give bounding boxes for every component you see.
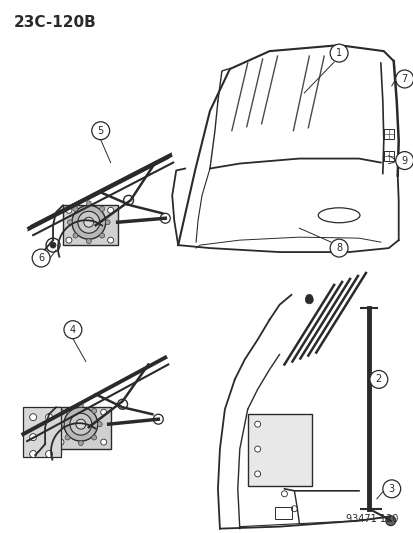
Circle shape bbox=[254, 446, 260, 452]
Circle shape bbox=[30, 434, 37, 441]
Text: 5: 5 bbox=[97, 126, 104, 136]
Circle shape bbox=[65, 435, 70, 440]
Circle shape bbox=[32, 249, 50, 267]
Circle shape bbox=[123, 196, 133, 205]
Circle shape bbox=[67, 220, 72, 225]
Bar bbox=[63, 205, 117, 245]
Circle shape bbox=[281, 491, 287, 497]
Circle shape bbox=[92, 122, 109, 140]
Circle shape bbox=[97, 422, 102, 426]
Circle shape bbox=[107, 237, 113, 243]
Circle shape bbox=[78, 403, 83, 408]
Circle shape bbox=[66, 207, 72, 213]
Circle shape bbox=[72, 205, 105, 239]
Circle shape bbox=[92, 435, 97, 440]
Circle shape bbox=[305, 296, 313, 304]
Circle shape bbox=[83, 217, 93, 227]
Circle shape bbox=[107, 207, 113, 213]
Circle shape bbox=[160, 213, 170, 223]
Circle shape bbox=[58, 409, 64, 415]
Circle shape bbox=[330, 44, 347, 62]
Circle shape bbox=[254, 471, 260, 477]
Circle shape bbox=[395, 151, 413, 169]
Circle shape bbox=[100, 206, 104, 212]
Circle shape bbox=[100, 409, 107, 415]
Bar bbox=[56, 407, 110, 449]
Circle shape bbox=[382, 480, 400, 498]
Circle shape bbox=[291, 506, 297, 512]
Circle shape bbox=[30, 450, 37, 457]
Circle shape bbox=[65, 408, 70, 413]
Bar bbox=[274, 507, 292, 519]
Circle shape bbox=[369, 370, 387, 389]
Circle shape bbox=[105, 220, 110, 225]
Circle shape bbox=[45, 414, 52, 421]
Text: 6: 6 bbox=[38, 253, 44, 263]
Circle shape bbox=[86, 201, 91, 206]
Bar bbox=[383, 129, 393, 139]
Text: 93471 120: 93471 120 bbox=[346, 514, 398, 523]
Text: 9: 9 bbox=[401, 156, 407, 166]
Circle shape bbox=[73, 233, 78, 238]
Circle shape bbox=[42, 444, 48, 450]
Circle shape bbox=[78, 211, 100, 233]
Circle shape bbox=[46, 238, 60, 252]
Circle shape bbox=[64, 407, 97, 441]
Circle shape bbox=[50, 242, 56, 248]
Circle shape bbox=[76, 419, 85, 429]
Text: 4: 4 bbox=[70, 325, 76, 335]
Bar bbox=[23, 407, 61, 457]
Text: 7: 7 bbox=[401, 74, 407, 84]
Text: 8: 8 bbox=[335, 243, 341, 253]
Text: 2: 2 bbox=[375, 374, 381, 384]
Circle shape bbox=[58, 439, 64, 445]
Circle shape bbox=[59, 422, 64, 426]
Circle shape bbox=[70, 413, 92, 435]
Circle shape bbox=[86, 239, 91, 244]
Bar bbox=[247, 414, 311, 486]
Text: 3: 3 bbox=[388, 484, 394, 494]
Circle shape bbox=[330, 239, 347, 257]
Circle shape bbox=[305, 294, 312, 301]
Circle shape bbox=[117, 399, 127, 409]
Circle shape bbox=[395, 70, 413, 88]
Circle shape bbox=[45, 450, 52, 457]
Bar bbox=[383, 151, 393, 160]
Circle shape bbox=[30, 414, 37, 421]
Circle shape bbox=[254, 421, 260, 427]
Circle shape bbox=[100, 439, 107, 445]
Text: 1: 1 bbox=[335, 48, 341, 58]
Circle shape bbox=[153, 414, 163, 424]
Circle shape bbox=[100, 233, 104, 238]
Circle shape bbox=[92, 408, 97, 413]
Circle shape bbox=[78, 441, 83, 446]
Text: 23C-120B: 23C-120B bbox=[13, 15, 96, 30]
Circle shape bbox=[38, 440, 52, 454]
Circle shape bbox=[66, 237, 72, 243]
Circle shape bbox=[385, 516, 395, 526]
Circle shape bbox=[64, 321, 82, 338]
Circle shape bbox=[73, 206, 78, 212]
